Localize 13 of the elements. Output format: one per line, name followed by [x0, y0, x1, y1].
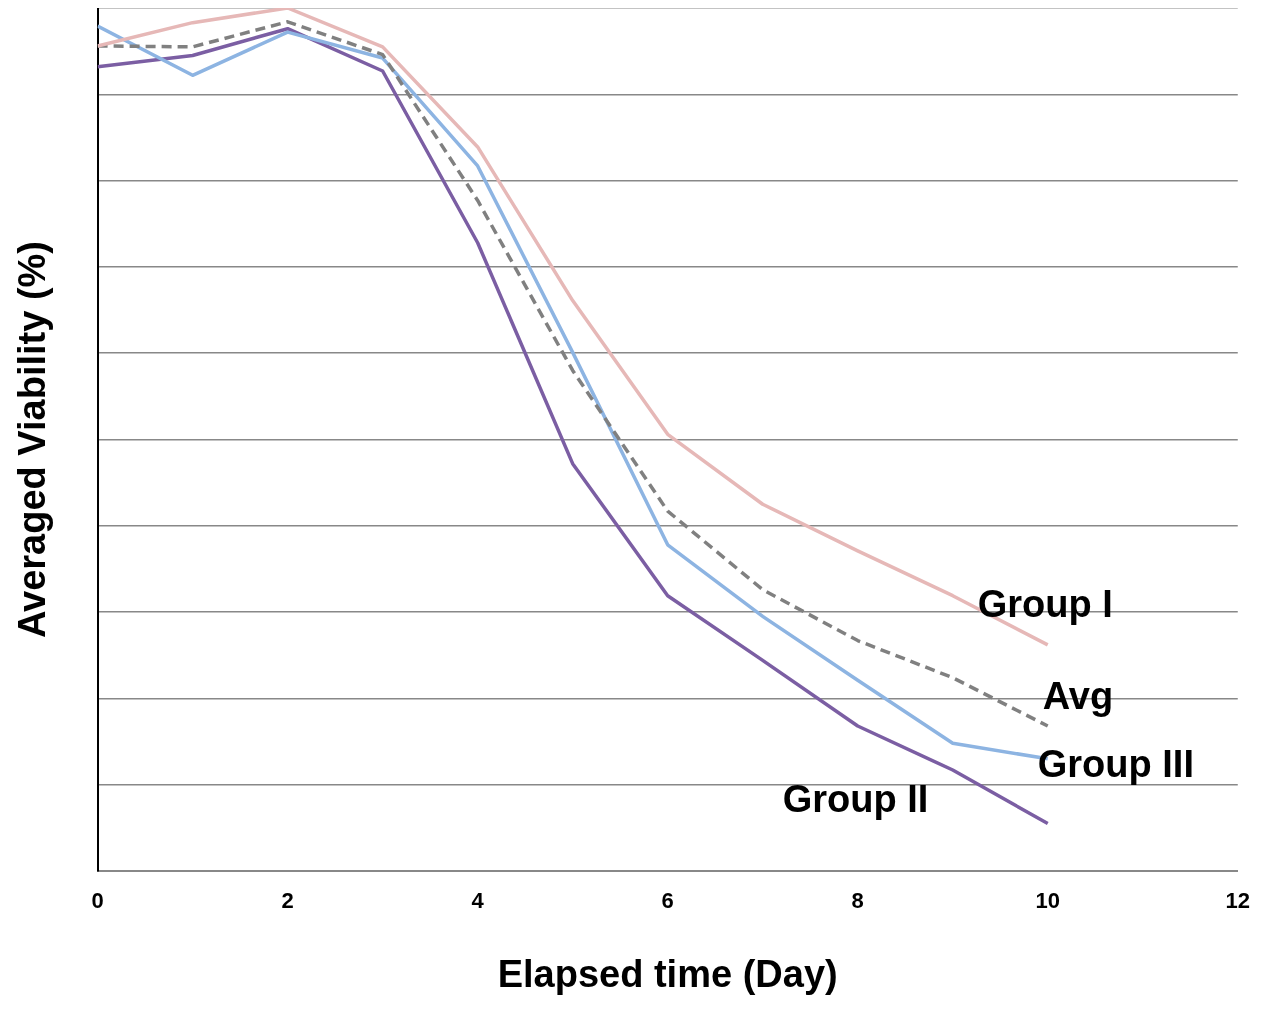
x-axis-title: Elapsed time (Day) — [497, 952, 838, 995]
y-axis-title: Averaged Viability (%) — [11, 240, 54, 639]
series-label: Group II — [782, 778, 929, 821]
x-tick-label: 10 — [1035, 888, 1060, 914]
x-tick-label: 8 — [851, 888, 864, 914]
x-tick-label: 0 — [91, 888, 104, 914]
x-tick-label: 12 — [1225, 888, 1251, 914]
x-tick-label: 2 — [281, 888, 294, 914]
x-tick-label: 4 — [471, 888, 485, 914]
series-label: Group III — [1037, 743, 1194, 786]
series-label: Avg — [1042, 674, 1114, 717]
x-tick-label: 6 — [661, 888, 674, 914]
series-label: Group I — [977, 583, 1113, 626]
